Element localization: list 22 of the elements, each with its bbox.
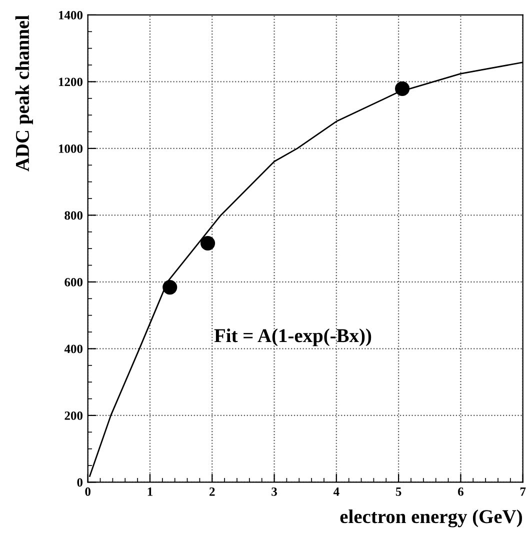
x-tick-label: 3 — [272, 487, 277, 496]
y-tick-label: 1400 — [58, 10, 83, 20]
x-tick-label: 4 — [333, 488, 340, 496]
point — [395, 81, 410, 96]
annotation: Fit = A(1-exp(-Bx)) — [214, 328, 372, 346]
x-tick-label: 0 — [85, 487, 90, 496]
x-tick-label: 1 — [148, 487, 152, 496]
y-tick-label: 1200 — [58, 78, 83, 86]
y-tick-label: 200 — [64, 411, 83, 420]
point — [200, 236, 216, 251]
x-tick-label: 6 — [458, 487, 464, 496]
y-tick-label: 0 — [77, 478, 83, 487]
point — [162, 280, 178, 295]
y-axis-title: ADC peak channel — [15, 15, 33, 172]
x-tick-label: 5 — [396, 488, 402, 496]
x-axis-title: electron energy (GeV) — [340, 510, 522, 528]
y-tick-label: 800 — [64, 211, 83, 220]
y-tick-label: 400 — [64, 344, 83, 354]
x-tick-label: 2 — [210, 487, 215, 496]
y-tick-label: 600 — [64, 278, 83, 286]
y-tick-label: 1000 — [58, 144, 83, 153]
x-tick-label: 7 — [520, 488, 526, 496]
